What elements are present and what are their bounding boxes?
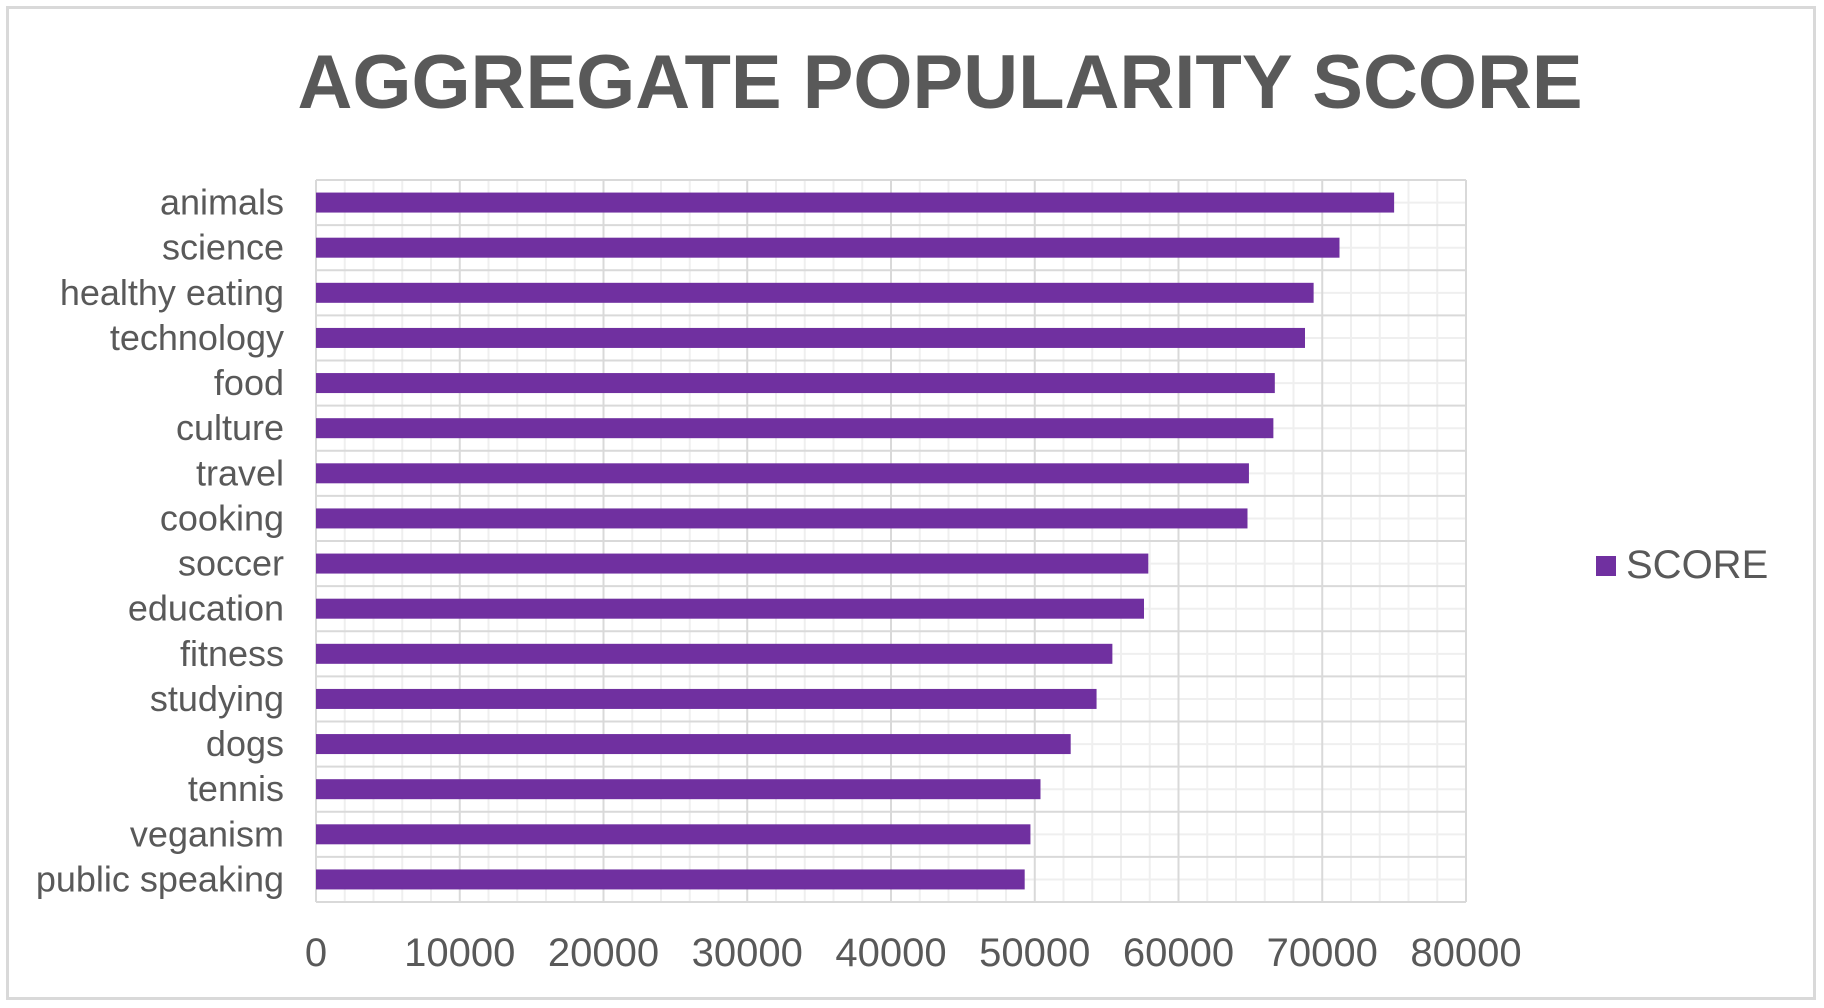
category-label: science — [162, 227, 284, 268]
bar-food — [316, 373, 1275, 394]
legend: SCORE — [1596, 543, 1768, 587]
bar-tennis — [316, 779, 1041, 800]
x-tick-label: 20000 — [548, 931, 659, 975]
x-tick-label: 80000 — [1410, 931, 1521, 975]
bar-dogs — [316, 734, 1071, 755]
x-tick-labels: 0 10000 20000 30000 40000 50000 60000 70000 8000… — [305, 931, 1522, 975]
chart-border — [6, 6, 1816, 1000]
category-label: technology — [110, 317, 284, 358]
bar-soccer — [316, 553, 1149, 574]
category-label: travel — [196, 452, 284, 493]
x-tick-label: 60000 — [1123, 931, 1234, 975]
category-label: soccer — [178, 543, 284, 584]
plot-area — [315, 179, 1467, 903]
legend-label: SCORE — [1626, 543, 1768, 587]
legend-swatch — [1596, 556, 1616, 576]
bar-culture — [316, 418, 1274, 439]
bar-studying — [316, 688, 1097, 709]
bar-public-speaking — [316, 869, 1025, 890]
bar-education — [316, 598, 1144, 619]
bar-veganism — [316, 824, 1031, 845]
bar-cooking — [316, 508, 1248, 529]
bar-science — [316, 237, 1340, 258]
category-label: dogs — [206, 723, 284, 764]
category-label: animals — [160, 182, 284, 223]
category-label: healthy eating — [60, 272, 284, 313]
category-label: tennis — [188, 768, 284, 809]
x-tick-label: 40000 — [835, 931, 946, 975]
category-label: culture — [176, 407, 284, 448]
chart-title: AGGREGATE POPULARITY SCORE — [297, 40, 1582, 125]
x-tick-label: 70000 — [1267, 931, 1378, 975]
x-tick-label: 10000 — [404, 931, 515, 975]
category-label: education — [128, 588, 284, 629]
category-label: veganism — [130, 813, 284, 854]
category-label: cooking — [160, 497, 284, 538]
bar-technology — [316, 327, 1305, 348]
category-label: studying — [150, 678, 284, 719]
x-tick-label: 50000 — [979, 931, 1090, 975]
category-label: fitness — [180, 633, 284, 674]
bar-fitness — [316, 643, 1113, 664]
bar-animals — [316, 192, 1395, 213]
x-tick-label: 30000 — [692, 931, 803, 975]
bar-travel — [316, 463, 1249, 484]
category-label: food — [214, 362, 284, 403]
bars — [316, 192, 1395, 890]
x-tick-label: 0 — [305, 931, 327, 975]
category-label: public speaking — [36, 858, 284, 899]
bar-healthy-eating — [316, 282, 1314, 303]
